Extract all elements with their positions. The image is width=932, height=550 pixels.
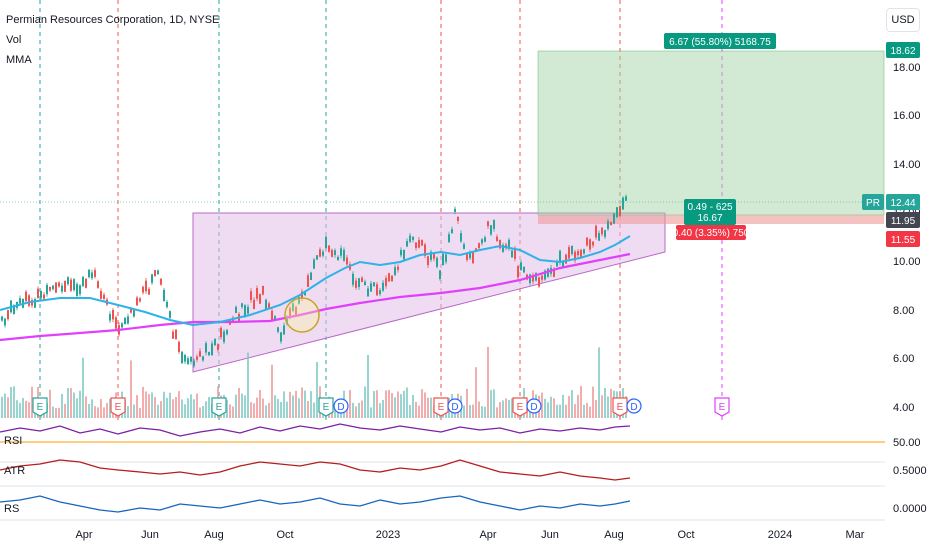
svg-text:11.55: 11.55 xyxy=(891,235,916,246)
price-tick: 10.00 xyxy=(893,256,921,268)
ma-slow-line xyxy=(0,252,631,342)
time-tick: Apr xyxy=(75,529,92,541)
mma-indicator-label[interactable]: MMA xyxy=(6,54,32,66)
price-tick: 16.00 xyxy=(893,110,921,122)
dividend-marker[interactable]: D xyxy=(333,398,349,414)
time-tick: Apr xyxy=(479,529,496,541)
symbol-title[interactable]: Permian Resources Corporation, 1D, NYSE xyxy=(6,14,220,26)
svg-text:E: E xyxy=(216,402,223,413)
svg-text:0.40 (3.35%) 750: 0.40 (3.35%) 750 xyxy=(673,228,750,239)
rs-label: RS xyxy=(4,503,19,515)
svg-text:E: E xyxy=(517,402,524,413)
svg-text:E: E xyxy=(719,402,726,413)
rsi-line xyxy=(0,423,631,437)
last-price-tag: 12.44 xyxy=(886,194,920,210)
time-tick: Oct xyxy=(276,529,293,541)
ma-fast-line xyxy=(0,235,631,327)
svg-text:E: E xyxy=(323,402,330,413)
price-tick: 18.00 xyxy=(893,62,921,74)
svg-text:11.95: 11.95 xyxy=(891,216,916,227)
time-tick: Mar xyxy=(846,529,865,541)
target-label: 6.67 (55.80%) 5168.75 xyxy=(664,33,776,49)
rsi-label: RSI xyxy=(4,435,22,447)
earnings-marker[interactable]: E xyxy=(110,397,126,417)
dividend-marker[interactable]: D xyxy=(447,398,463,414)
svg-text:PR: PR xyxy=(866,198,880,209)
time-tick: Aug xyxy=(204,529,224,541)
earnings-marker[interactable]: E xyxy=(318,397,334,417)
price-candles xyxy=(1,194,627,368)
earnings-marker[interactable]: E xyxy=(612,397,628,417)
svg-text:16.67: 16.67 xyxy=(697,213,722,224)
atr-line xyxy=(0,459,631,481)
atr-label: ATR xyxy=(4,465,25,477)
earnings-marker[interactable]: E xyxy=(714,397,730,417)
dividend-marker[interactable]: D xyxy=(526,398,542,414)
price-tick: 6.00 xyxy=(893,353,914,365)
svg-text:D: D xyxy=(630,402,637,413)
vol-indicator-label[interactable]: Vol xyxy=(6,34,22,46)
time-tick: Jun xyxy=(541,529,559,541)
atr-value: 0.5000 xyxy=(893,465,927,477)
svg-text:6.67 (55.80%) 5168.75: 6.67 (55.80%) 5168.75 xyxy=(669,37,771,48)
svg-text:D: D xyxy=(451,402,458,413)
dividend-marker[interactable]: D xyxy=(626,398,642,414)
svg-text:E: E xyxy=(617,402,624,413)
svg-text:12.44: 12.44 xyxy=(890,198,915,209)
earnings-marker[interactable]: E xyxy=(32,397,48,417)
rs-value: 0.0000 xyxy=(893,503,927,515)
time-tick: 2024 xyxy=(768,529,792,541)
earnings-marker[interactable]: E xyxy=(512,397,528,417)
price-tick: 4.00 xyxy=(893,402,914,414)
earnings-marker[interactable]: E xyxy=(211,397,227,417)
svg-text:18.62: 18.62 xyxy=(890,46,915,57)
rs-line xyxy=(0,495,631,513)
svg-text:E: E xyxy=(115,402,122,413)
time-tick: 2023 xyxy=(376,529,400,541)
rsi-value: 50.00 xyxy=(893,437,921,449)
svg-text:D: D xyxy=(337,402,344,413)
target-price-tag: 18.62 xyxy=(886,42,920,58)
stop-label: 0.40 (3.35%) 750 xyxy=(673,225,750,240)
target-zone[interactable] xyxy=(537,50,885,216)
chart-legend: Permian Resources Corporation, 1D, NYSE … xyxy=(6,10,219,70)
circle-annotation[interactable] xyxy=(284,297,320,333)
price-tick: 14.00 xyxy=(893,159,921,171)
stop-price-tag: 11.55 xyxy=(886,231,920,247)
time-tick: Oct xyxy=(677,529,694,541)
entry-label: 0.49 - 625 16.67 xyxy=(684,199,736,225)
svg-text:E: E xyxy=(438,402,445,413)
time-tick: Jun xyxy=(141,529,159,541)
svg-text:E: E xyxy=(37,402,44,413)
ticker-tag: PR xyxy=(862,194,884,210)
time-axis[interactable]: Apr Jun Aug Oct 2023 Apr Jun Aug Oct 2024 Mar xyxy=(75,529,864,541)
currency-button[interactable]: USD xyxy=(886,8,920,32)
price-tick: 8.00 xyxy=(893,305,914,317)
earnings-marker[interactable]: E xyxy=(433,397,449,417)
entry-price-tag: 11.95 xyxy=(886,212,920,228)
time-tick: Aug xyxy=(604,529,624,541)
ascending-triangle[interactable] xyxy=(192,212,666,373)
svg-text:0.49 - 625: 0.49 - 625 xyxy=(687,202,732,213)
svg-text:D: D xyxy=(530,402,537,413)
